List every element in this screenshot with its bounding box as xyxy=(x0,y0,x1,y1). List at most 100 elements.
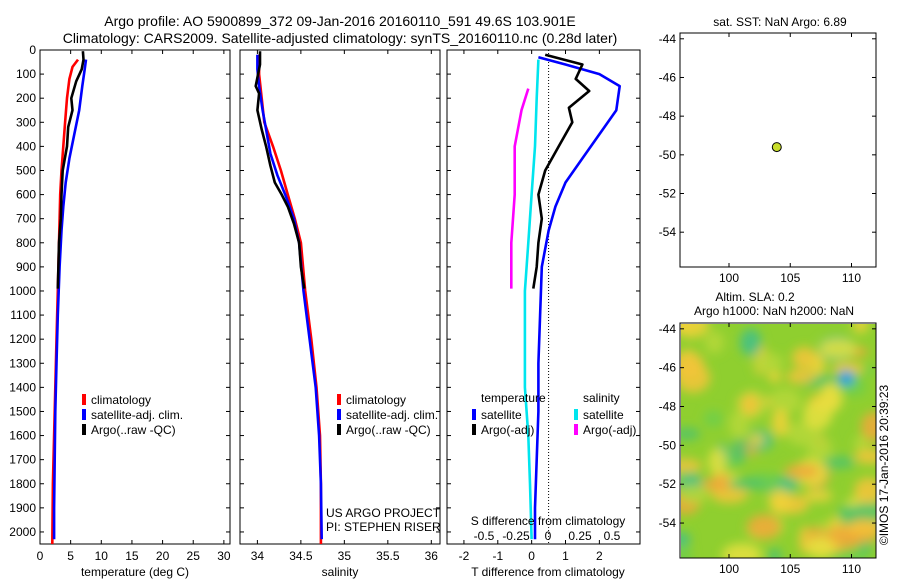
sst-axes xyxy=(679,32,877,268)
x-tick-label: -2 xyxy=(459,549,470,563)
legend-swatch-argo-raw xyxy=(337,424,341,435)
legend-swatch-argo-raw xyxy=(82,424,86,435)
y-tick-label: -52 xyxy=(659,187,677,201)
y-tick-label: 700 xyxy=(16,212,36,226)
legend-label-climatology: climatology xyxy=(91,393,151,407)
difference-panel: -2 -1 0 1 2 temperature salinity satellite A… xyxy=(446,49,641,579)
x-tick-label: 100 xyxy=(719,562,739,576)
y-tick-label: -46 xyxy=(659,361,677,375)
y-tick-label: -54 xyxy=(659,225,677,239)
x-tick-label: 110 xyxy=(842,562,861,576)
temperature-axes xyxy=(39,49,231,545)
salinity-diff-axis: -0.5 -0.25 0 0.25 0.5 xyxy=(474,529,621,543)
x-tick-label: 30 xyxy=(217,549,231,563)
x-tick-label: 0 xyxy=(37,549,44,563)
sla-subtitle: Argo h1000: NaN h2000: NaN xyxy=(694,304,854,318)
x-tick-label: 35 xyxy=(338,549,352,563)
series-satellite-adj-clim- xyxy=(52,59,88,540)
y-tick-label: 1900 xyxy=(9,501,36,515)
salinity-panel: 34 34.5 35 35.5 36 climatology satellite-adj… xyxy=(239,49,441,579)
x-tick-label: 20 xyxy=(156,549,170,563)
legend-label-satellite-adj: satellite-adj. clim. xyxy=(91,408,183,422)
difference-series xyxy=(510,53,621,540)
float-location-marker xyxy=(771,142,782,153)
y-tick-label: -46 xyxy=(659,70,677,84)
difference-xlabel: T difference from climatology xyxy=(471,565,625,579)
series-satellite-adj-clim- xyxy=(256,54,323,540)
y-tick-label: 400 xyxy=(16,139,36,153)
difference-legend: temperature salinity satellite Argo(-adj… xyxy=(472,391,636,437)
y-tick-label: -44 xyxy=(659,322,677,336)
legend-heading-temperature: temperature xyxy=(481,391,546,405)
x-tick-label: 25 xyxy=(187,549,201,563)
y-tick-label: 800 xyxy=(16,236,36,250)
y-tick-label: 2000 xyxy=(9,525,36,539)
salinity-x-axis: 34 34.5 35 35.5 36 xyxy=(240,49,440,563)
sla-heatmap xyxy=(681,324,876,558)
y-tick-label: 900 xyxy=(16,260,36,274)
sst-map-axes: 100 105 110 -44 -46 -48 -50 -52 -54 xyxy=(659,32,876,285)
legend-label-t-satellite: satellite xyxy=(481,408,522,422)
x-tick-label: 2 xyxy=(596,549,603,563)
difference-top-xlabel: S difference from climatology xyxy=(471,514,626,528)
y-tick-label: 300 xyxy=(16,115,36,129)
x-tick-label: 35.5 xyxy=(376,549,400,563)
y-tick-label: 1500 xyxy=(9,404,36,418)
y-tick-label: -48 xyxy=(659,109,677,123)
x-tick-label: 105 xyxy=(780,562,800,576)
x-tick-label: 5 xyxy=(67,549,74,563)
series-argo-raw-qc- xyxy=(254,51,306,289)
credits-line1: US ARGO PROJECT xyxy=(326,506,441,520)
y-tick-label: 500 xyxy=(16,163,36,177)
y-tick-label: 1000 xyxy=(9,284,36,298)
sla-title: Altim. SLA: 0.2 xyxy=(715,290,795,304)
legend-label-climatology: climatology xyxy=(346,393,406,407)
y-tick-label: -54 xyxy=(659,516,677,530)
legend-label-satellite-adj: satellite-adj. clim. xyxy=(346,408,438,422)
legend-heading-salinity: salinity xyxy=(583,391,620,405)
sla-axes xyxy=(679,322,877,559)
top-x-tick-label: -0.25 xyxy=(502,529,530,543)
series-argo-raw-qc- xyxy=(56,51,85,289)
x-tick-label: 34 xyxy=(251,549,265,563)
y-tick-label: 1400 xyxy=(9,380,36,394)
x-tick-label: 110 xyxy=(842,271,861,285)
x-tick-label: -1 xyxy=(492,549,503,563)
legend-swatch-t-satellite xyxy=(472,409,476,420)
series-satellite xyxy=(523,59,540,540)
x-tick-label: 15 xyxy=(125,549,139,563)
salinity-legend: climatology satellite-adj. clim. Argo(..… xyxy=(337,393,438,437)
legend-swatch-s-satellite xyxy=(574,409,578,420)
top-x-tick-label: 0 xyxy=(545,529,552,543)
header-line2: Climatology: CARS2009. Satellite-adjuste… xyxy=(63,30,618,46)
y-tick-label: 1200 xyxy=(9,332,36,346)
legend-swatch-satellite-adj xyxy=(337,409,341,420)
depth-axis: 0 100 200 300 400 500 600 700 800 900 1000 1100 1200… xyxy=(9,43,230,539)
y-tick-label: 200 xyxy=(16,91,36,105)
legend-swatch-s-argo xyxy=(574,424,578,435)
legend-swatch-t-argo xyxy=(472,424,476,435)
temperature-legend: climatology satellite-adj. clim. Argo(..… xyxy=(82,393,183,437)
salinity-axes xyxy=(239,49,441,545)
x-tick-label: 36 xyxy=(425,549,439,563)
top-x-tick-label: 0.25 xyxy=(568,529,592,543)
credits-line2: PI: STEPHEN RISER xyxy=(326,520,441,534)
y-tick-label: -50 xyxy=(659,438,677,452)
legend-label-argo-raw: Argo(..raw -QC) xyxy=(346,423,431,437)
salinity-series xyxy=(254,51,323,544)
timestamp: ©IMOS 17-Jan-2016 20:39:23 xyxy=(877,385,891,546)
series-argo-adj- xyxy=(510,88,530,289)
legend-swatch-climatology xyxy=(82,394,86,405)
sst-title: sat. SST: NaN Argo: 6.89 xyxy=(713,15,847,29)
x-tick-label: 34.5 xyxy=(289,549,313,563)
y-tick-label: -44 xyxy=(659,32,677,46)
y-tick-label: -48 xyxy=(659,400,677,414)
sst-map-points xyxy=(771,142,782,153)
temperature-panel: 0100200300400500600700800900100011001200… xyxy=(9,43,231,579)
legend-label-argo-raw: Argo(..raw -QC) xyxy=(91,423,176,437)
sst-map-panel: sat. SST: NaN Argo: 6.89 100 105 110 -44 -46… xyxy=(659,15,877,285)
y-tick-label: 600 xyxy=(16,188,36,202)
y-tick-label: 1600 xyxy=(9,429,36,443)
difference-x-axis: -2 -1 0 1 2 xyxy=(447,49,640,563)
series-climatology xyxy=(257,54,323,544)
